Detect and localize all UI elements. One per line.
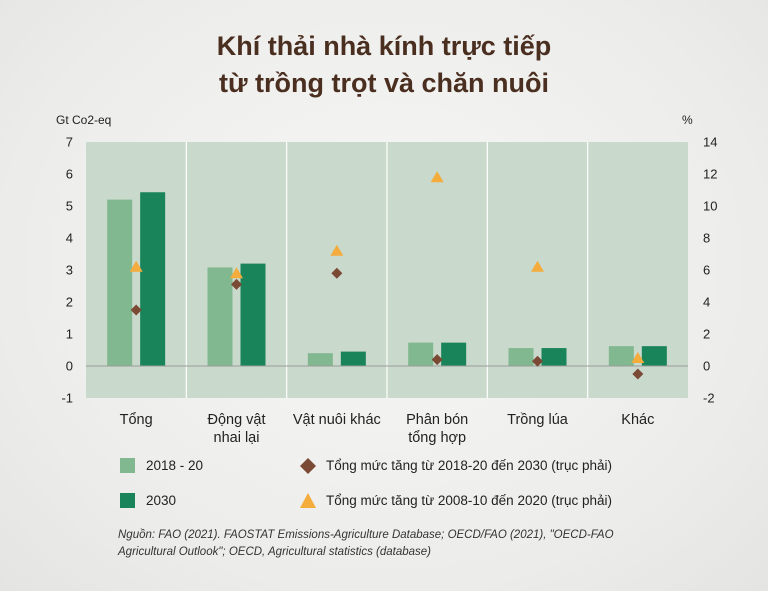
bar-2018-20 [207,267,233,366]
legend-label-2030: 2030 [146,493,177,508]
category-label: Trồng lúa [507,412,569,428]
y2-tick-label: -2 [703,391,715,406]
marker-triangle [330,244,344,256]
title-line-2: từ trồng trọt và chăn nuôi [218,68,550,98]
y-tick-label: 0 [66,359,73,374]
y2-tick-label: 12 [703,167,717,182]
marker-diamond [632,368,644,380]
marker-triangle [531,260,544,272]
bar-2018-20 [307,353,333,366]
bar-2030 [641,346,667,366]
y-tick-label: 3 [66,263,73,278]
bar-2018-20 [408,342,434,366]
y2-tick-label: 8 [703,231,710,246]
chart-title: Khí thải nhà kính trực tiếp từ trồng trọ… [0,28,768,102]
source-line-2: Agricultural Outlook"; OECD, Agricultura… [118,546,431,558]
legend-label-increase-2020: Tổng mức tăng từ 2008-10 đến 2020 (trục … [326,493,612,508]
legend-label-2018-20: 2018 - 20 [146,458,204,473]
y2-tick-label: 10 [703,199,717,214]
legend-triangle-icon [300,493,316,508]
marker-triangle [430,171,444,183]
bar-2018-20 [107,199,133,366]
bar-2030 [240,263,266,366]
y-tick-label: 5 [66,199,73,214]
y-tick-label: 6 [66,167,73,182]
y2-tick-label: 14 [703,135,717,150]
y-tick-label: 4 [66,231,73,246]
bar-2030 [441,342,467,366]
bar-2018-20 [608,346,634,366]
bar-2030 [340,351,366,366]
category-label: nhai lại [214,430,260,446]
right-axis-unit: % [682,113,693,127]
category-label: tổng hợp [408,430,466,446]
y2-tick-label: 6 [703,263,710,278]
marker-triangle [631,352,645,363]
marker-triangle [129,260,143,272]
category-label: Phân bón [406,412,468,428]
bar-2018-20 [508,348,534,366]
y2-tick-label: 4 [703,295,710,310]
marker-diamond [431,354,443,366]
marker-triangle [230,267,243,279]
bar-2030 [541,348,567,366]
y2-tick-label: 2 [703,327,710,342]
marker-diamond [231,278,242,290]
category-label: Khác [621,412,654,428]
y-tick-label: 7 [66,135,73,150]
legend-diamond-icon [300,458,316,474]
title-line-1: Khí thải nhà kính trực tiếp [216,31,552,61]
marker-diamond [331,267,343,279]
y2-tick-label: 0 [703,359,710,374]
marker-diamond [130,304,142,316]
category-label: Vật nuôi khác [293,412,381,428]
y-tick-label: 2 [66,295,73,310]
bar-2030 [140,192,166,366]
legend-swatch-2030 [120,493,135,508]
y-tick-label: -1 [61,391,73,406]
category-label: Tổng [120,412,153,428]
legend-swatch-2018-20 [120,458,135,473]
category-label: Động vật [207,412,265,428]
left-axis-unit: Gt Co2-eq [56,113,112,127]
source-line-1: Nguồn: FAO (2021). FAOSTAT Emissions-Agr… [118,529,614,541]
marker-diamond [532,355,543,367]
source-note: Nguồn: FAO (2021). FAOSTAT Emissions-Agr… [118,527,718,561]
legend-label-increase-2030: Tổng mức tăng từ 2018-20 đến 2030 (trục … [326,458,612,473]
y-tick-label: 1 [66,327,73,342]
